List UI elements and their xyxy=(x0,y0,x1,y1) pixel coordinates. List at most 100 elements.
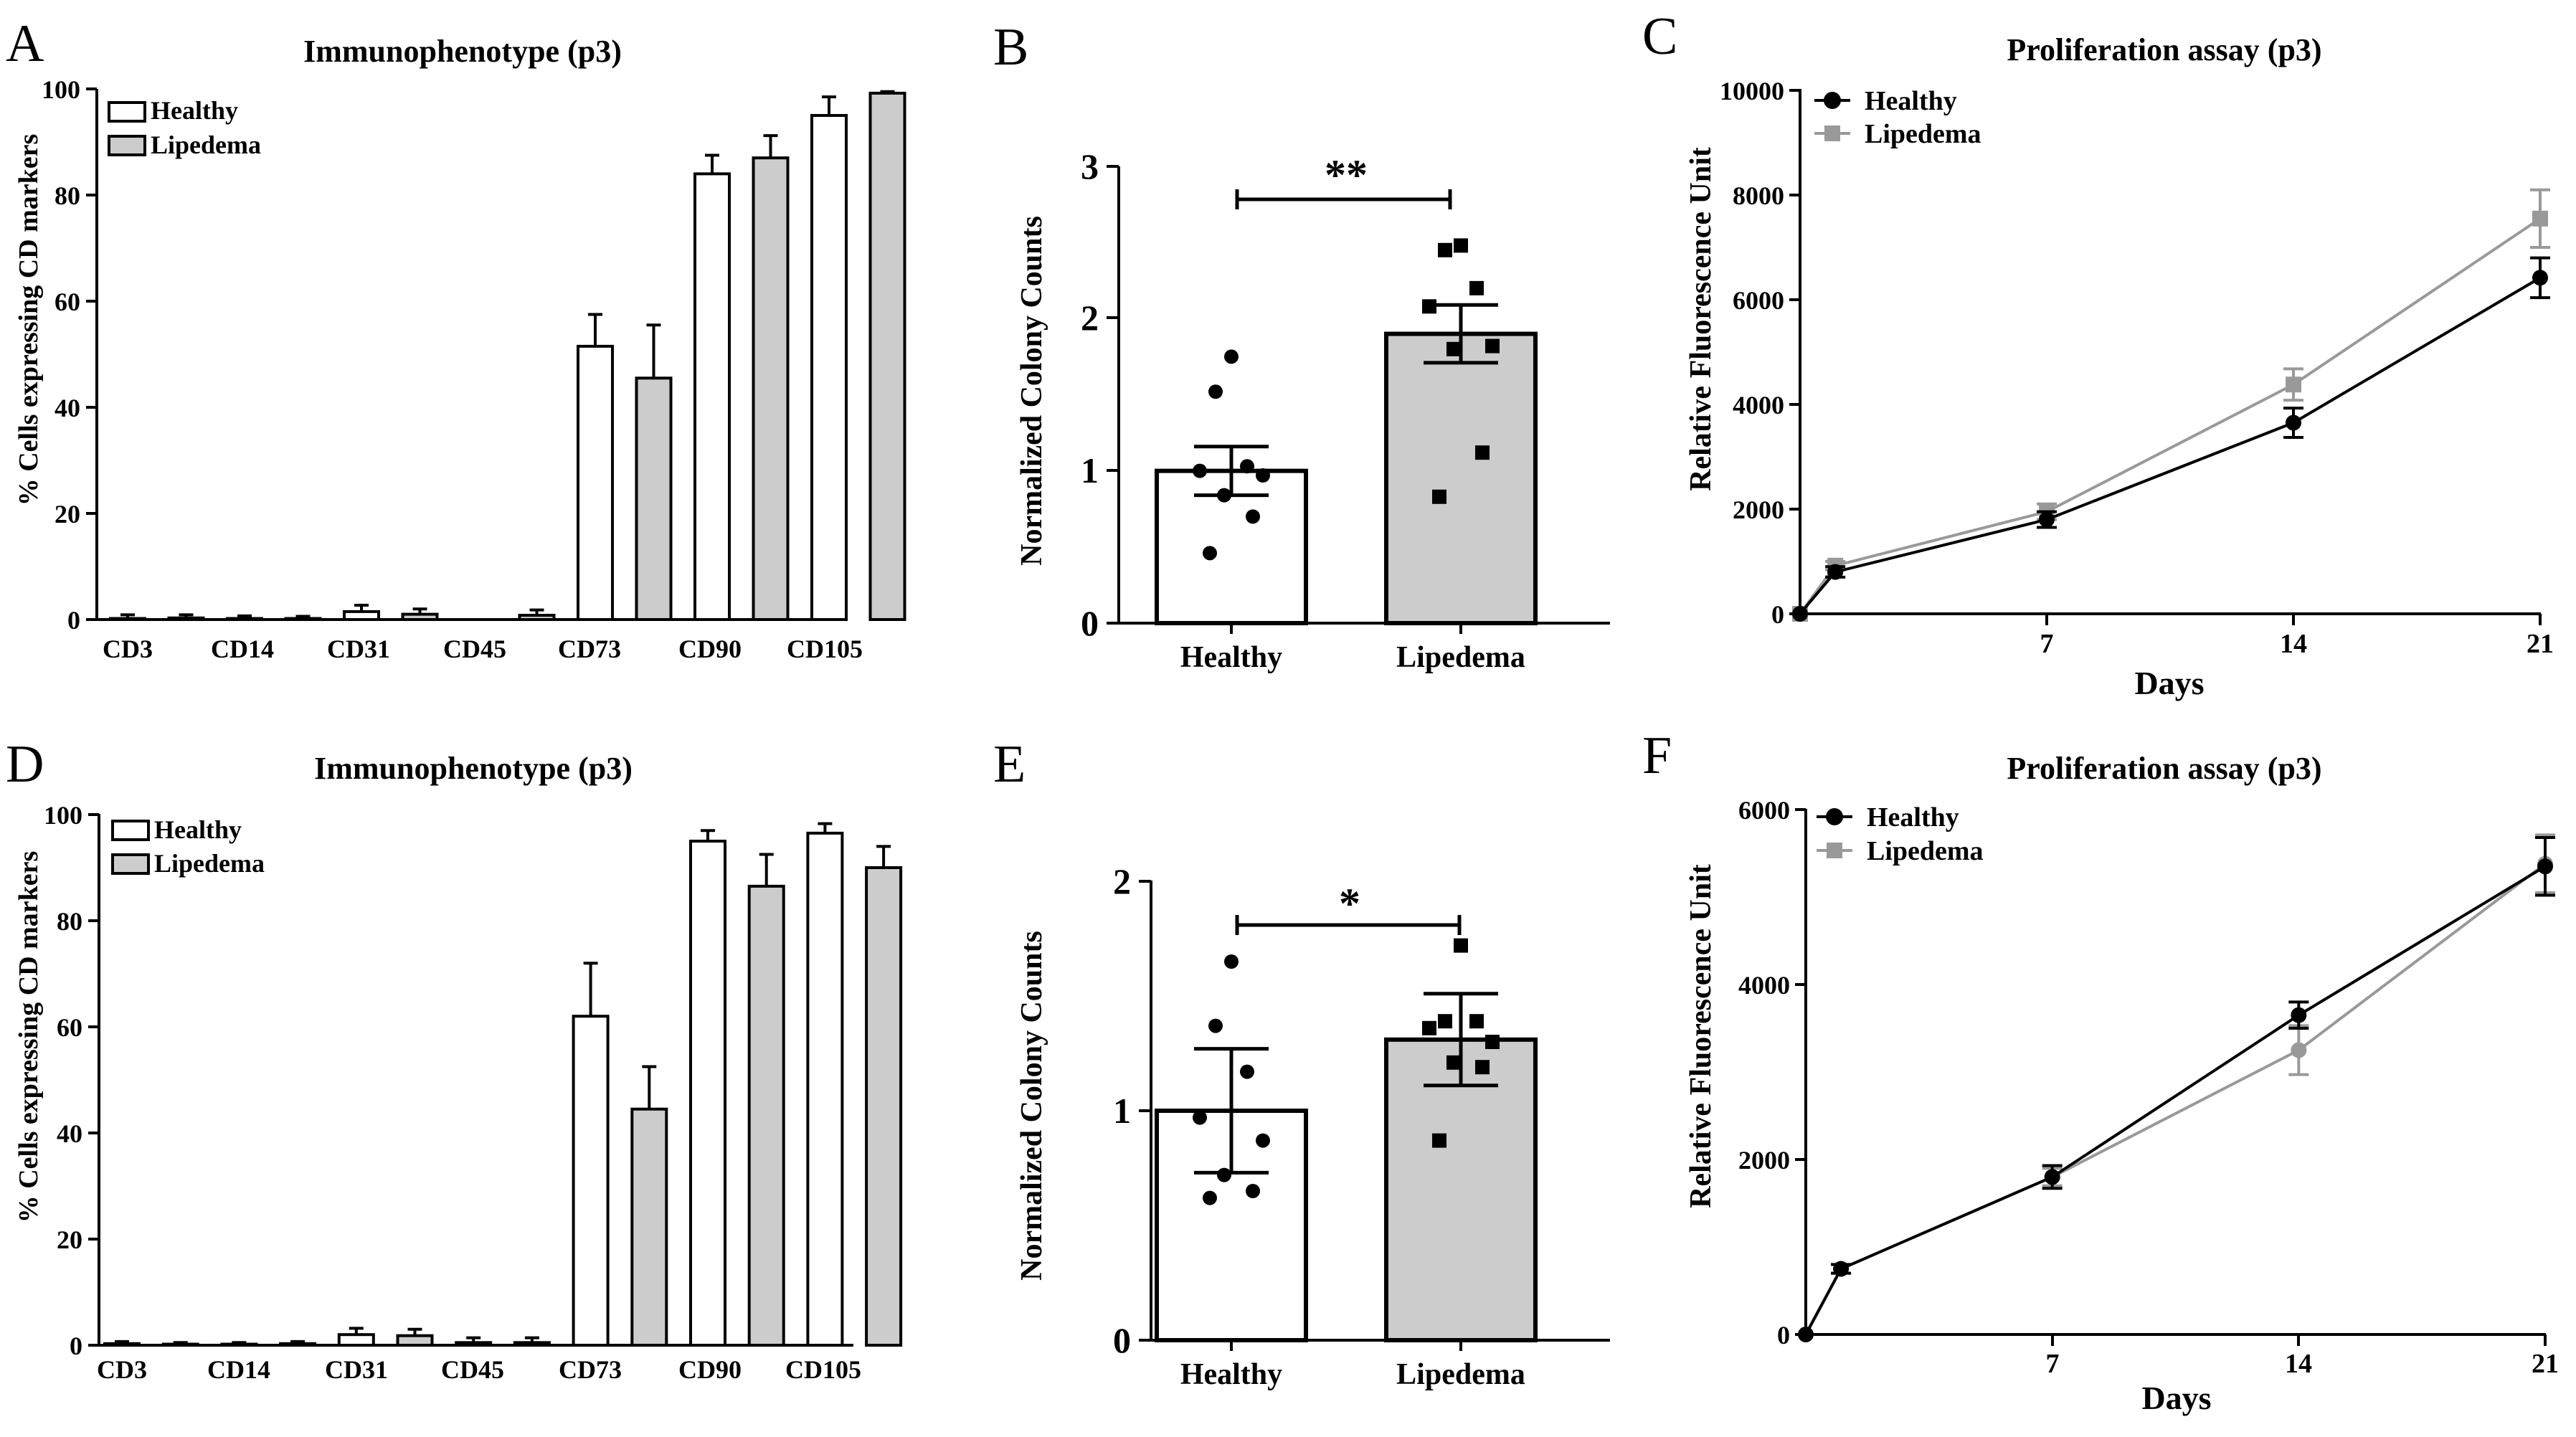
y-tick-label-c: 8000 xyxy=(1733,181,1784,210)
data-point-healthy xyxy=(1203,1190,1217,1205)
bar-healthy xyxy=(226,617,263,622)
bar-healthy xyxy=(220,1342,258,1347)
data-point-lipedema xyxy=(1446,1055,1461,1070)
bar-lipedema xyxy=(518,614,556,622)
data-point-healthy xyxy=(2537,858,2553,875)
bar-lipedema xyxy=(747,884,785,1347)
data-point-healthy xyxy=(1208,384,1223,399)
bar-lipedema xyxy=(1384,1037,1538,1343)
x-tick-label-d: CD14 xyxy=(207,1355,270,1384)
bar-healthy xyxy=(109,617,146,622)
legend-marker-lipedema xyxy=(1827,843,1842,858)
y-tick-label-f: 2000 xyxy=(1738,1146,1790,1175)
x-tick-labels-a: CD3 CD14 CD31 CD45 CD73 CD90 CD105 xyxy=(103,635,863,663)
data-point-lipedema xyxy=(2286,376,2301,393)
data-point-lipedema xyxy=(1438,1014,1452,1029)
x-tick-label-a: CD105 xyxy=(787,635,863,663)
legend-label-lipedema: Lipedema xyxy=(1865,119,1981,149)
data-point-lipedema xyxy=(1422,299,1436,314)
y-ticks-b: 0 1 2 3 xyxy=(1081,146,1119,643)
panel-b: B Normalized Colony Counts 0 1 2 3 Healt… xyxy=(993,18,1610,674)
panel-c: C Proliferation assay (p3) Relative Fluo… xyxy=(1642,7,2554,701)
x-tick-label-a: CD3 xyxy=(103,635,153,663)
panel-a: A Immunophenotype (p3) % Cells expressin… xyxy=(6,14,906,663)
bar-lipedema xyxy=(1384,331,1538,625)
y-axis-label-e: Normalized Colony Counts xyxy=(1015,931,1048,1281)
data-point-lipedema xyxy=(1475,445,1490,460)
x-tick-label-a: CD73 xyxy=(558,635,621,663)
y-tick-label-e: 1 xyxy=(1113,1091,1131,1131)
data-point-healthy xyxy=(1208,1018,1223,1033)
y-tick-label-f: 4000 xyxy=(1738,971,1790,1000)
y-tick-label-a: 100 xyxy=(42,75,80,104)
y-tick-label-a: 60 xyxy=(55,288,80,316)
data-point-lipedema xyxy=(1454,938,1468,953)
x-axis-label-c: Days xyxy=(2134,665,2204,701)
y-tick-label-a: 40 xyxy=(55,394,80,422)
y-axis-label-d: % Cells expressing CD markers xyxy=(14,851,44,1223)
y-tick-label-c: 6000 xyxy=(1733,286,1784,315)
y-tick-label-a: 0 xyxy=(67,606,80,635)
data-point-healthy xyxy=(2044,1169,2060,1185)
bar-lipedema xyxy=(630,1107,668,1347)
significance-marker-e: * xyxy=(1339,880,1360,927)
data-point-healthy xyxy=(2039,511,2055,528)
chart-title-c: Proliferation assay (p3) xyxy=(2007,32,2321,67)
y-tick-label-f: 6000 xyxy=(1738,796,1790,825)
data-point-healthy xyxy=(1792,606,1808,622)
x-tick-label-d: CD31 xyxy=(325,1355,388,1384)
bar-lipedema xyxy=(635,376,673,621)
x-tick-labels-d: CD3 CD14 CD31 CD45 CD73 CD90 CD105 xyxy=(97,1355,861,1384)
x-tick-label-c: 21 xyxy=(2527,629,2554,659)
bar-lipedema xyxy=(868,91,906,622)
data-point-lipedema xyxy=(1454,238,1468,253)
x-tick-label-f: 7 xyxy=(2046,1349,2060,1379)
legend-f: Healthy Lipedema xyxy=(1817,802,1984,866)
y-tick-label-d: 60 xyxy=(57,1013,82,1042)
data-point-lipedema xyxy=(1422,1020,1436,1035)
legend-marker-healthy xyxy=(1824,92,1841,109)
bar-lipedema xyxy=(167,616,205,622)
legend-label-healthy: Healthy xyxy=(154,815,242,844)
chart-title-d: Immunophenotype (p3) xyxy=(314,751,633,786)
legend-d: Healthy Lipedema xyxy=(111,815,265,878)
panel-e: E Normalized Colony Counts 0 1 2 Healthy… xyxy=(993,735,1610,1391)
panel-label-e: E xyxy=(993,735,1026,794)
lines-f xyxy=(1798,833,2555,1342)
bar-lipedema xyxy=(513,1341,551,1347)
bar-healthy xyxy=(1155,1109,1308,1342)
bar-healthy xyxy=(455,1341,493,1347)
y-tick-label-b: 2 xyxy=(1081,298,1099,338)
y-ticks-c: 0 2000 4000 6000 8000 10000 xyxy=(1720,77,1800,629)
series-line-healthy xyxy=(1804,865,2547,1335)
x-tick-label-d: CD3 xyxy=(97,1355,147,1384)
data-point-healthy xyxy=(1833,1261,1850,1277)
legend-swatch-healthy xyxy=(108,101,146,123)
y-tick-label-b: 0 xyxy=(1081,603,1099,643)
x-tick-label-a: CD45 xyxy=(443,635,506,663)
bar-lipedema xyxy=(752,156,790,621)
bar-healthy xyxy=(572,1015,610,1347)
x-tick-label-a: CD31 xyxy=(327,635,390,663)
chart-title-f: Proliferation assay (p3) xyxy=(2007,751,2321,786)
y-tick-label-f: 0 xyxy=(1777,1321,1790,1350)
data-point-lipedema xyxy=(1432,489,1446,504)
panel-label-d: D xyxy=(6,735,44,794)
legend-swatch-lipedema xyxy=(111,853,150,875)
y-tick-label-b: 1 xyxy=(1081,450,1099,490)
x-tick-label-a: CD14 xyxy=(211,635,274,663)
data-point-lipedema xyxy=(1432,1133,1446,1148)
y-tick-label-e: 0 xyxy=(1113,1320,1131,1360)
x-tick-label-b: Healthy xyxy=(1180,641,1282,674)
bar-healthy xyxy=(810,114,848,621)
bar-lipedema xyxy=(161,1342,199,1347)
legend-swatch-lipedema xyxy=(108,135,146,156)
legend-label-lipedema: Lipedema xyxy=(151,131,261,159)
panel-f: F Proliferation assay (p3) Relative Fluo… xyxy=(1642,726,2559,1416)
y-axis-label-c: Relative Fluorescence Unit xyxy=(1685,147,1718,491)
y-axis-label-f: Relative Fluorescence Unit xyxy=(1685,864,1718,1208)
bar-healthy xyxy=(103,1342,141,1347)
y-tick-label-a: 80 xyxy=(55,181,80,210)
bar-healthy xyxy=(343,610,380,622)
